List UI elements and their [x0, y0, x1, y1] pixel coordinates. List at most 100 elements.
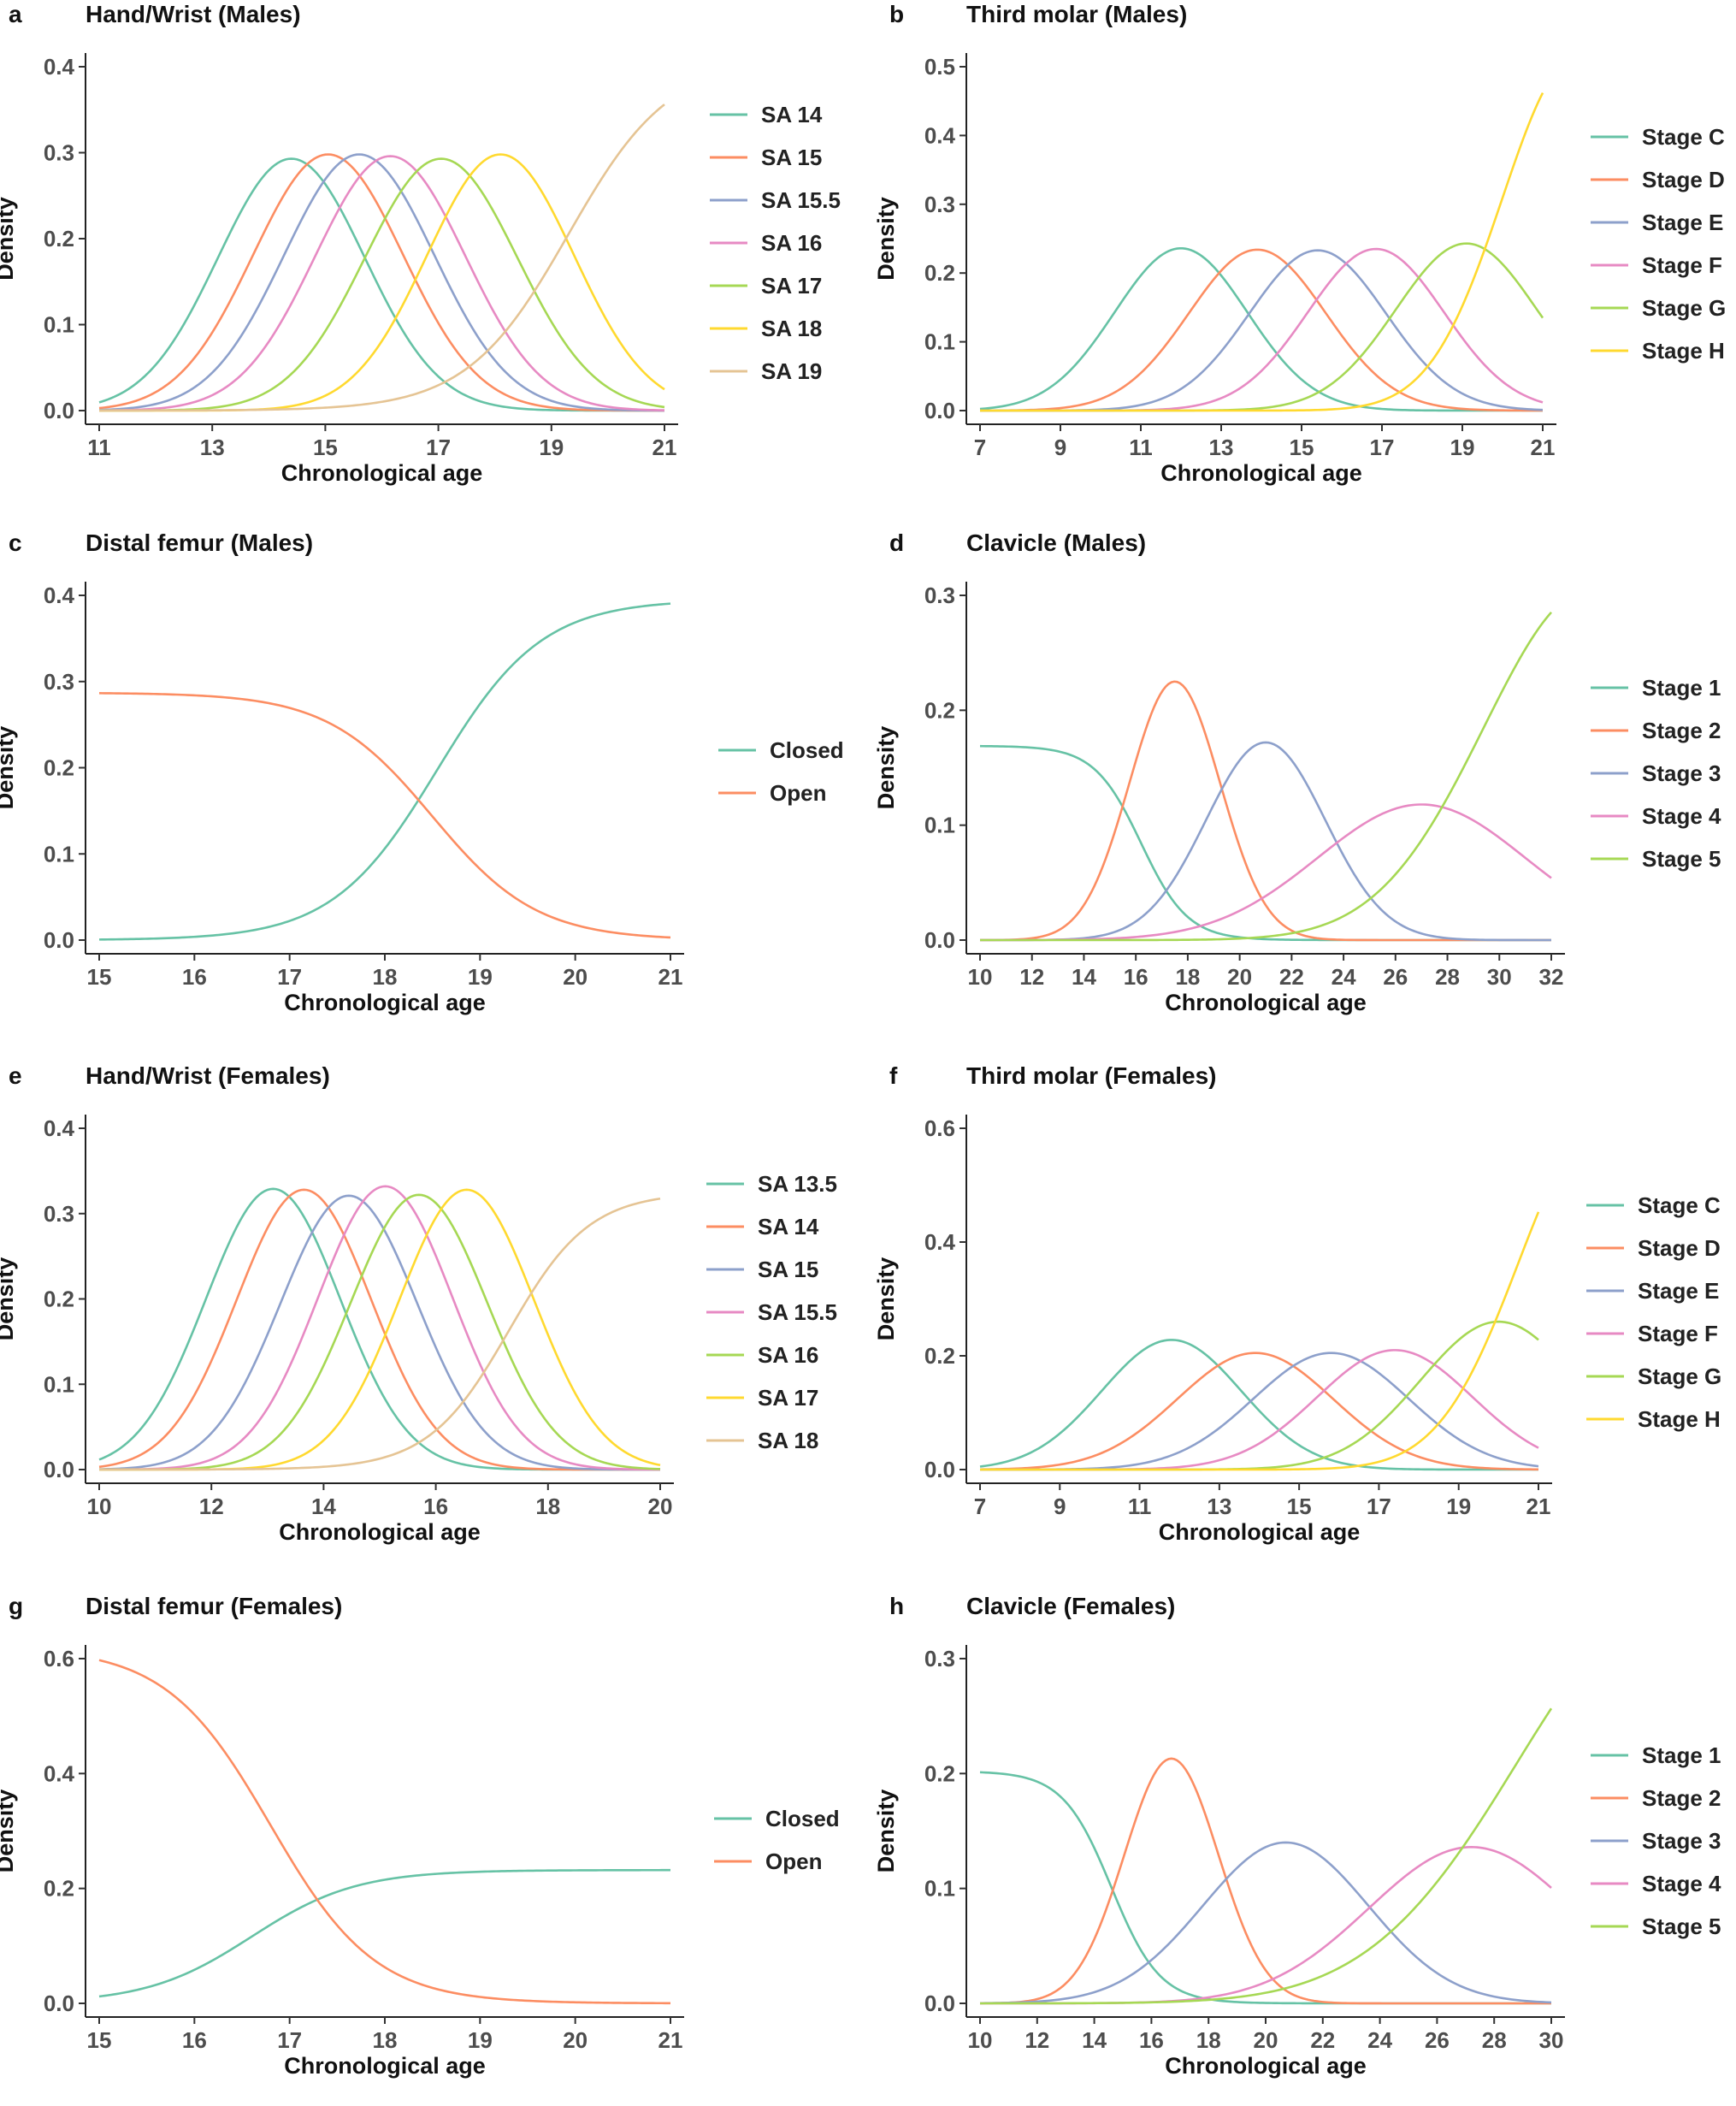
legend-label: Stage 1 — [1642, 1742, 1721, 1768]
x-tick-label: 9 — [1054, 1494, 1066, 1519]
x-tick-label: 16 — [1139, 2027, 1164, 2053]
panel-a: a Hand/Wrist (Males) 0.0 0.1 0.2 0.3 0.4 11 13 15… — [0, 1, 841, 486]
legend-label: SA 15.5 — [758, 1299, 837, 1325]
x-tick-label: 30 — [1487, 964, 1512, 990]
series-line-sa-14 — [98, 1188, 660, 1471]
y-tick-label: 0.3 — [924, 1646, 955, 1671]
series-line-closed — [98, 602, 671, 941]
y-tick-label: 0.0 — [44, 398, 74, 423]
y-tick-label: 0.2 — [44, 755, 74, 781]
legend: Stage C Stage D Stage E Stage F Stage G Stage… — [1591, 124, 1726, 364]
x-tick-label: 20 — [648, 1494, 673, 1519]
series-line-sa-13-5 — [98, 1187, 660, 1471]
series-line-sa-15 — [98, 1194, 660, 1471]
x-tick-label: 13 — [1209, 435, 1234, 460]
y-tick-label: 0.2 — [44, 1876, 74, 1902]
x-tick-label: 26 — [1383, 964, 1408, 990]
x-axis-title: Chronological age — [1159, 1519, 1361, 1545]
legend-label: SA 15 — [761, 145, 822, 170]
series-line-sa-15-5 — [98, 1185, 661, 1471]
x-tick-label: 19 — [468, 2027, 493, 2053]
x-tick-label: 21 — [652, 435, 677, 460]
x-tick-label: 18 — [373, 2027, 398, 2053]
x-tick-label: 20 — [563, 2027, 588, 2053]
x-axis-title: Chronological age — [279, 1519, 481, 1545]
x-tick-label: 12 — [199, 1494, 224, 1519]
legend-label: SA 15 — [758, 1257, 818, 1282]
y-axis-title: Density — [0, 1257, 18, 1341]
legend-label: Stage H — [1638, 1406, 1721, 1432]
x-tick-label: 17 — [1370, 435, 1395, 460]
y-axis-title: Density — [873, 726, 899, 810]
legend: Stage 1 Stage 2 Stage 3 Stage 4 Stage 5 — [1591, 675, 1721, 872]
series-line-stage-h — [980, 92, 1544, 412]
series-line-stage-3 — [979, 1841, 1552, 2005]
series-line-stage-4 — [980, 803, 1552, 942]
x-tick-label: 12 — [1024, 2027, 1049, 2053]
y-axis-title: Density — [0, 726, 18, 810]
series-line-stage-g — [980, 1320, 1539, 1471]
y-tick-label: 0.2 — [924, 697, 955, 723]
x-axis-title: Chronological age — [1165, 990, 1367, 1015]
legend-label: Open — [765, 1849, 822, 1874]
series-line-stage-5 — [980, 1707, 1553, 2005]
x-tick-label: 22 — [1279, 964, 1304, 990]
x-tick-label: 15 — [1287, 1494, 1312, 1519]
chart-title: Hand/Wrist (Females) — [86, 1062, 330, 1089]
series-line-sa-17 — [98, 157, 665, 412]
x-tick-label: 16 — [182, 2027, 207, 2053]
legend-label: Stage F — [1638, 1321, 1718, 1346]
y-tick-label: 0.2 — [924, 1760, 955, 1786]
legend-label: Stage 3 — [1642, 1828, 1721, 1854]
x-tick-label: 15 — [87, 964, 112, 990]
legend-label: Open — [770, 780, 826, 806]
series-line-stage-3 — [980, 741, 1551, 942]
series-line-sa-16 — [98, 155, 665, 412]
series-line-stage-2 — [979, 680, 1551, 942]
legend-label: SA 18 — [761, 316, 822, 341]
y-tick-label: 0.0 — [924, 398, 955, 423]
y-tick-label: 0.0 — [44, 1457, 74, 1482]
x-tick-label: 20 — [563, 964, 588, 990]
legend-label: SA 14 — [761, 102, 823, 127]
legend-label: Stage G — [1642, 295, 1726, 321]
y-tick-label: 0.2 — [44, 1287, 74, 1312]
chart-title: Distal femur (Males) — [86, 529, 313, 556]
chart-title: Hand/Wrist (Males) — [86, 1, 301, 27]
x-tick-label: 10 — [87, 1494, 112, 1519]
legend-label: Stage 5 — [1642, 846, 1721, 872]
y-tick-label: 0.0 — [924, 927, 955, 953]
legend-label: Stage 4 — [1642, 803, 1721, 829]
x-tick-label: 18 — [1196, 2027, 1221, 2053]
y-tick-label: 0.2 — [924, 1343, 955, 1369]
panel-b: b Third molar (Males) 0.0 0.1 0.2 0.3 0.4 0.5 7 9… — [873, 1, 1726, 486]
x-tick-label: 20 — [1227, 964, 1252, 990]
panel-letter: h — [889, 1593, 904, 1619]
series-line-stage-2 — [979, 1757, 1551, 2005]
legend-label: SA 15.5 — [761, 187, 841, 213]
series-line-stage-1 — [979, 744, 1551, 942]
series-line-stage-d — [979, 1352, 1539, 1471]
legend-label: Stage 2 — [1642, 1785, 1721, 1811]
panel-h: h Clavicle (Females) 0.0 0.1 0.2 0.3 10 12 14 16 1… — [873, 1593, 1721, 2079]
series-line-open — [98, 692, 671, 939]
x-tick-label: 26 — [1425, 2027, 1450, 2053]
series-line-stage-5 — [980, 611, 1552, 942]
legend-label: SA 18 — [758, 1428, 818, 1453]
series-line-stage-c — [979, 246, 1543, 412]
y-tick-label: 0.0 — [44, 1991, 74, 2016]
x-tick-label: 17 — [277, 2027, 302, 2053]
y-tick-label: 0.1 — [924, 813, 955, 838]
y-tick-label: 0.3 — [44, 669, 74, 695]
y-tick-label: 0.1 — [924, 1876, 955, 1902]
series-line-stage-h — [980, 1211, 1540, 1471]
series-line-closed — [98, 1868, 670, 1998]
legend: SA 14 SA 15 SA 15.5 SA 16 SA 17 SA 18 SA 19 — [710, 102, 841, 384]
series-line-stage-d — [979, 248, 1544, 412]
series-line-open — [98, 1659, 671, 2005]
panel-g: g Distal femur (Females) 0.0 0.2 0.4 0.6 15 16 1… — [0, 1593, 840, 2079]
x-tick-label: 11 — [87, 435, 111, 460]
chart-title: Third molar (Males) — [966, 1, 1187, 27]
legend-label: SA 17 — [761, 273, 822, 299]
